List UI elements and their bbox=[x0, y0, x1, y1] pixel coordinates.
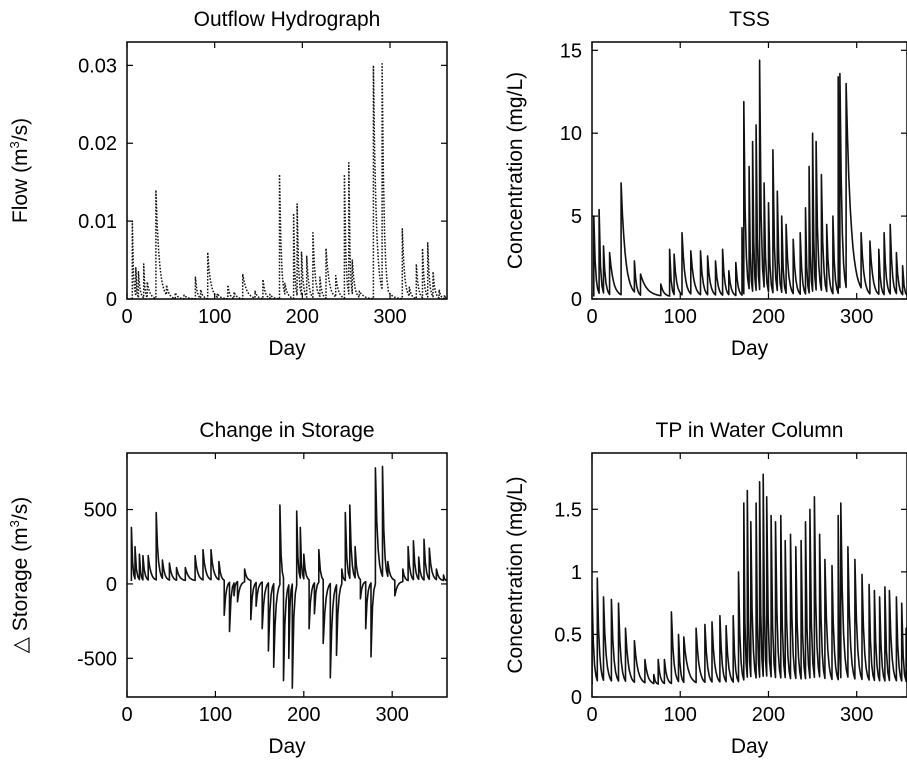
y-tick-label: -500 bbox=[77, 648, 117, 670]
y-tick-label: 0 bbox=[571, 289, 582, 311]
x-axis-label: Day bbox=[731, 337, 769, 360]
y-tick-label: 10 bbox=[560, 123, 582, 145]
y-tick-label: 0 bbox=[106, 574, 117, 596]
chart-title: TSS bbox=[729, 8, 770, 31]
chart-title: TP in Water Column bbox=[656, 419, 844, 442]
chart-panel-3: Change in Storage 0 100 200 300 -500 0 500 Day △ … bbox=[7, 419, 448, 758]
x-tick-label: 200 bbox=[287, 704, 320, 726]
series-line bbox=[130, 465, 447, 689]
y-axis-label: Concentration (mg/L) bbox=[504, 476, 527, 673]
x-tick-label: 0 bbox=[121, 306, 132, 328]
chart-panel-4: TP in Water Column 0 100 200 300 0 0.5 1 1.5 Day C… bbox=[504, 419, 907, 758]
y-tick-label: 1.5 bbox=[554, 499, 582, 521]
y-tick-label: 0 bbox=[106, 289, 117, 311]
y-tick-label: 5 bbox=[571, 206, 582, 228]
y-tick-label: 0.03 bbox=[78, 55, 117, 77]
x-tick-label: 0 bbox=[121, 704, 132, 726]
x-tick-label: 100 bbox=[198, 306, 231, 328]
series-line bbox=[592, 473, 907, 685]
y-tick-label: 0.5 bbox=[554, 624, 582, 646]
x-axis-label: Day bbox=[268, 337, 306, 360]
x-tick-label: 0 bbox=[586, 704, 597, 726]
chart-panel-2: TSS 0 100 200 300 0 5 10 15 Day Concentration (mg/… bbox=[504, 8, 907, 360]
x-tick-label: 100 bbox=[664, 306, 697, 328]
plot-frame bbox=[591, 41, 907, 300]
x-tick-label: 200 bbox=[286, 306, 319, 328]
y-axis-label: Flow (m3/s) bbox=[7, 118, 32, 223]
plot-frame bbox=[126, 41, 448, 300]
x-tick-label: 100 bbox=[664, 704, 697, 726]
x-tick-label: 200 bbox=[752, 306, 785, 328]
x-tick-label: 300 bbox=[373, 306, 406, 328]
y-tick-label: 0.01 bbox=[78, 211, 117, 233]
x-axis-label: Day bbox=[731, 735, 769, 758]
series-line bbox=[131, 63, 447, 299]
x-tick-label: 300 bbox=[840, 306, 873, 328]
y-axis-label: Concentration (mg/L) bbox=[504, 72, 527, 269]
x-tick-label: 300 bbox=[376, 704, 409, 726]
y-tick-label: 0.02 bbox=[78, 133, 117, 155]
y-tick-label: 0 bbox=[571, 687, 582, 709]
y-tick-label: 500 bbox=[84, 500, 117, 522]
chart-panel-1: Outflow Hydrograph 0 100 200 300 0 0.01 0.02 0.0… bbox=[7, 8, 448, 360]
chart-title: Change in Storage bbox=[199, 419, 374, 442]
y-tick-label: 1 bbox=[571, 562, 582, 584]
y-tick-label: 15 bbox=[560, 40, 582, 62]
plot-frame bbox=[126, 452, 448, 698]
y-axis-label: △ Storage (m3/s) bbox=[7, 497, 32, 653]
x-axis-label: Day bbox=[268, 735, 306, 758]
plot-frame bbox=[591, 452, 907, 698]
x-tick-label: 200 bbox=[752, 704, 785, 726]
x-tick-label: 300 bbox=[840, 704, 873, 726]
x-tick-label: 0 bbox=[586, 306, 597, 328]
chart-title: Outflow Hydrograph bbox=[194, 8, 381, 31]
x-tick-label: 100 bbox=[199, 704, 232, 726]
series-line bbox=[593, 59, 907, 297]
